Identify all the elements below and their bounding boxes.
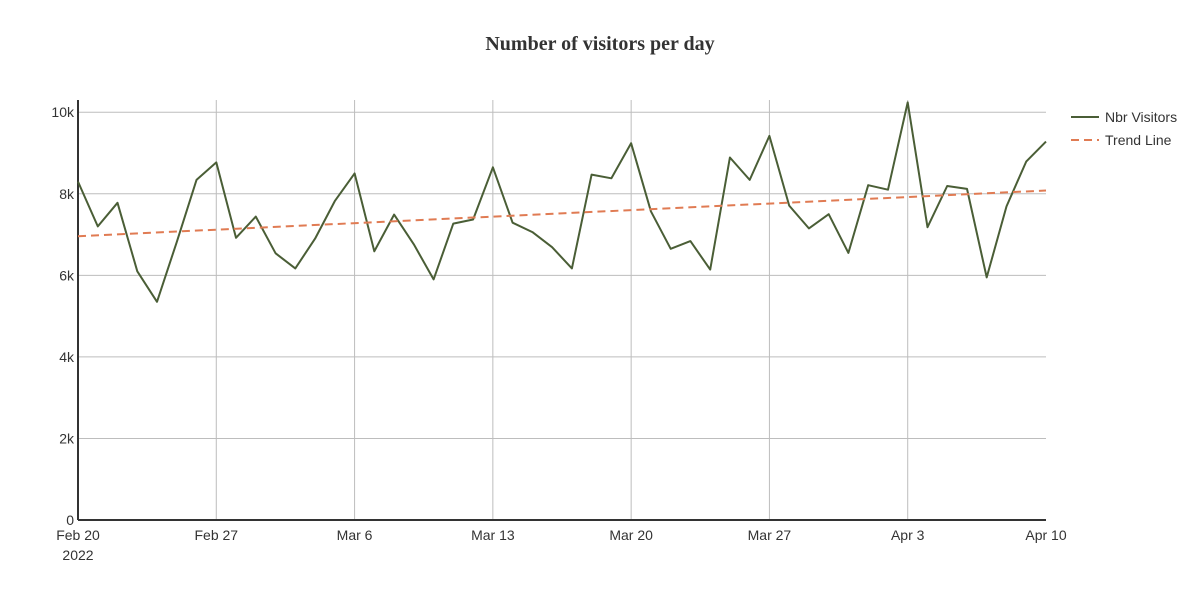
x-tick-label: Mar 20: [609, 527, 653, 543]
axes: 0 2k 4k 6k 8k 10k Feb 20 2022 Feb 27 Mar 6 Mar 13 M…: [51, 100, 1067, 563]
x-tick-label: Apr 10: [1025, 527, 1066, 543]
series-layer: [77, 101, 1047, 303]
legend-label: Nbr Visitors: [1105, 109, 1177, 125]
x-tick-label: Apr 3: [891, 527, 925, 543]
x-tick-label: Mar 13: [471, 527, 515, 543]
y-tick-label: 8k: [59, 186, 75, 202]
x-tick-label: Feb 20: [56, 527, 100, 543]
x-tick-label: Feb 27: [194, 527, 238, 543]
y-tick-label: 10k: [51, 104, 75, 120]
series-line-nbr-visitors: [77, 101, 1047, 303]
x-tick-label: Mar 27: [748, 527, 792, 543]
chart-title: Number of visitors per day: [485, 33, 714, 55]
y-tick-label: 0: [66, 512, 74, 528]
legend: Nbr Visitors Trend Line: [1071, 109, 1177, 148]
series-line-trend-line: [77, 189, 1047, 238]
x-tick-label: Mar 6: [337, 527, 373, 543]
y-tick-label: 4k: [59, 349, 75, 365]
legend-label: Trend Line: [1105, 132, 1172, 148]
y-tick-label: 2k: [59, 430, 75, 446]
y-tick-label: 6k: [59, 267, 75, 283]
x-tick-year-label: 2022: [62, 547, 93, 563]
grid: [78, 100, 1046, 520]
